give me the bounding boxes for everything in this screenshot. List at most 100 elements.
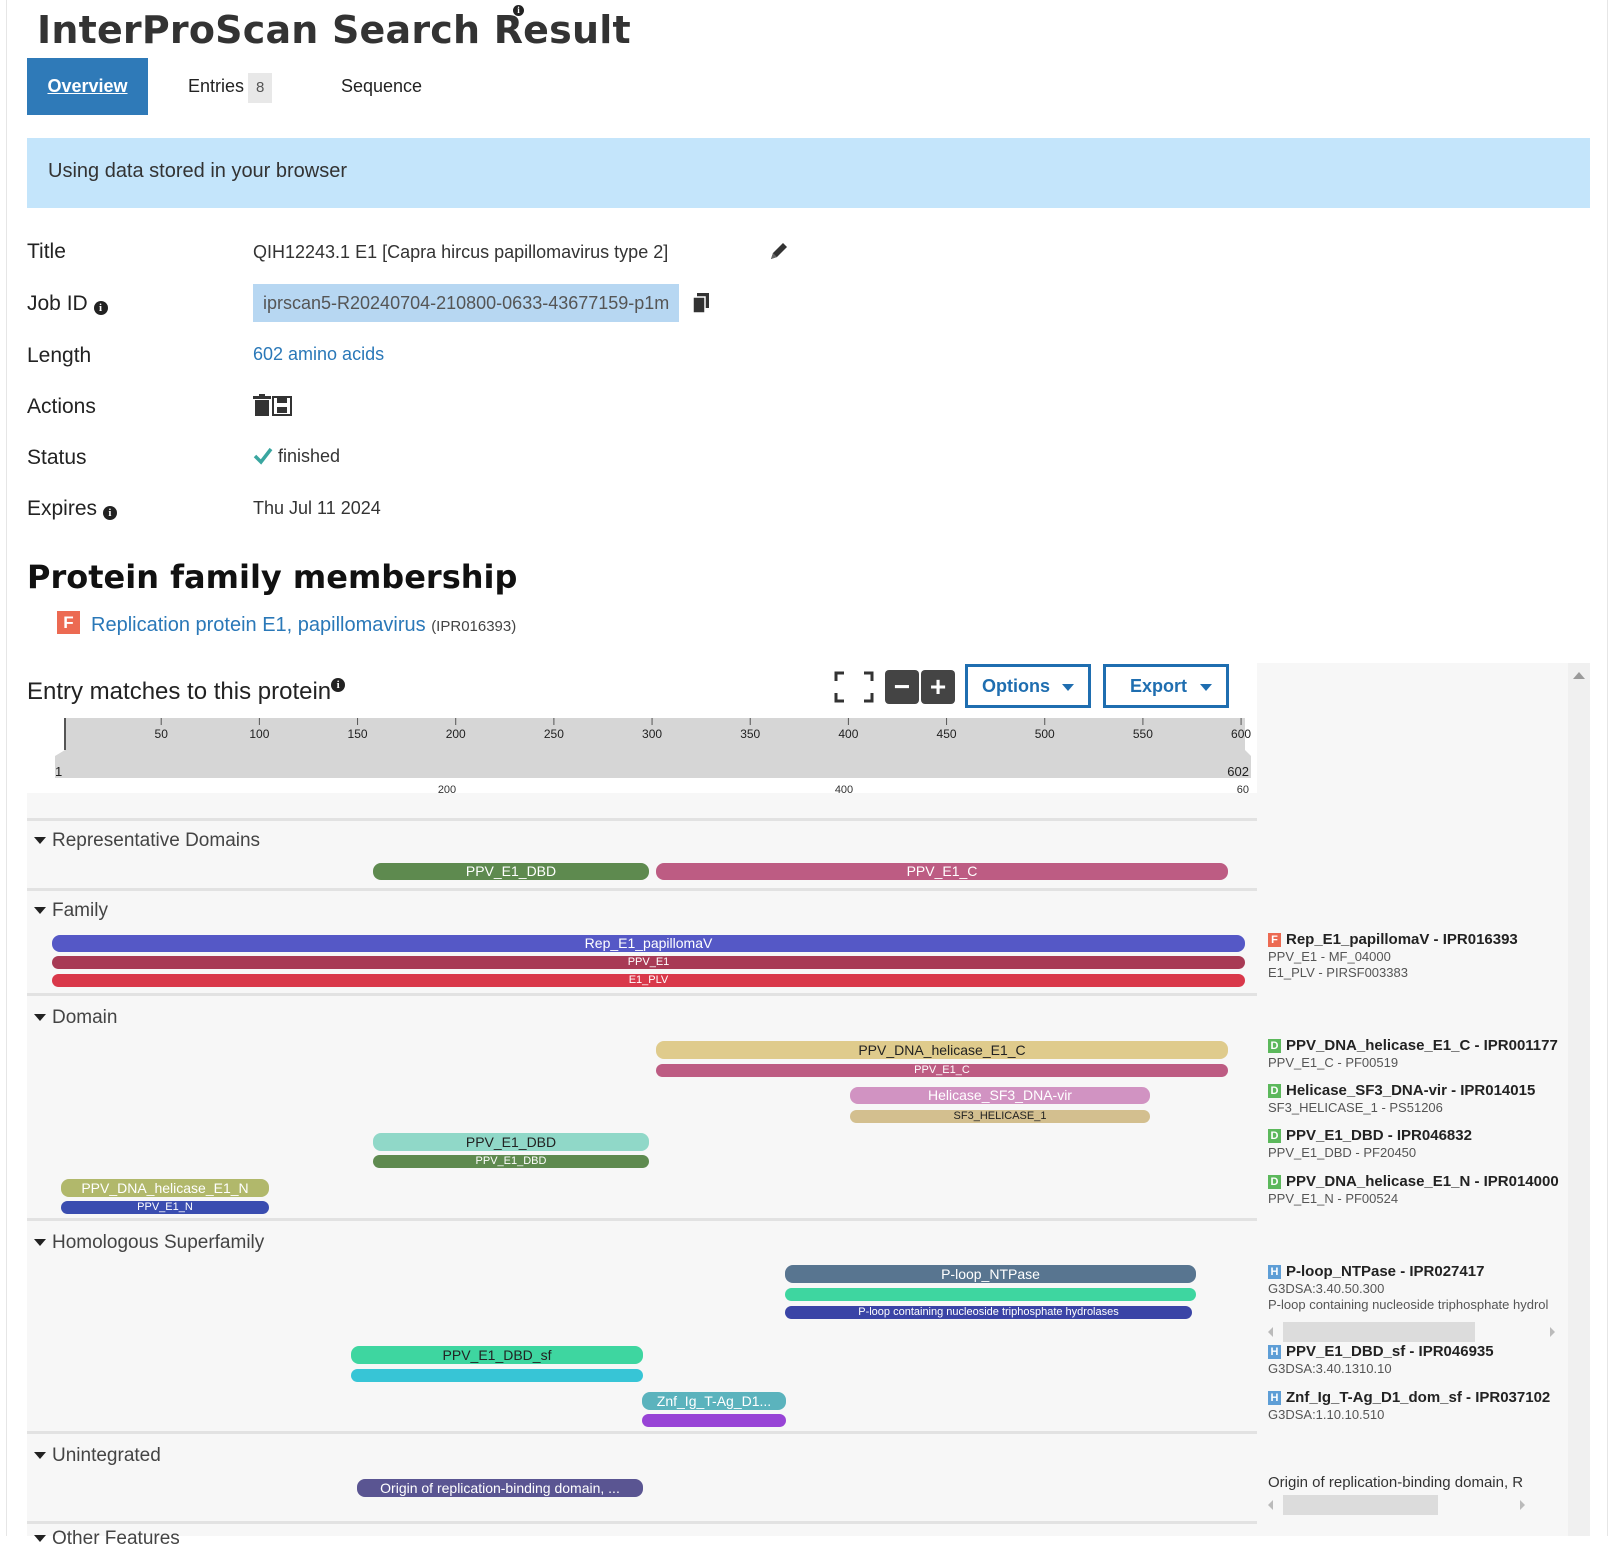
ruler-tick-label: 450 bbox=[937, 727, 957, 741]
zoom-out-button[interactable]: − bbox=[885, 670, 919, 704]
homologous-type-icon: H bbox=[1268, 1265, 1281, 1279]
ruler-tick-label: 400 bbox=[838, 727, 858, 741]
track-dom-ppv-e1-c[interactable]: PPV_E1_C bbox=[656, 1064, 1228, 1077]
legend-horizontal-scrollbar-2[interactable] bbox=[1283, 1495, 1438, 1515]
category-family-toggle[interactable]: Family bbox=[34, 900, 108, 922]
fullscreen-icon[interactable] bbox=[834, 671, 874, 708]
protein-viewer bbox=[27, 663, 1590, 1536]
track-fam-rep-e1[interactable]: Rep_E1_papillomaV bbox=[52, 935, 1245, 952]
ruler-tick-label: 350 bbox=[740, 727, 760, 741]
legend-domain-main: PPV_E1_DBD - IPR046832 bbox=[1286, 1127, 1472, 1144]
track-hom-znf-ig-g3dsa[interactable] bbox=[642, 1414, 786, 1427]
legend-homologous-2[interactable]: H PPV_E1_DBD_sf - IPR046935 G3DSA:3.40.13… bbox=[1268, 1343, 1494, 1376]
options-caret-icon bbox=[1062, 684, 1074, 691]
track-hom-znf-ig[interactable]: Znf_Ig_T-Ag_D1... bbox=[642, 1392, 786, 1410]
domain-type-icon: D bbox=[1268, 1129, 1281, 1143]
caret-down-icon bbox=[34, 1535, 46, 1543]
scroll-right-icon[interactable] bbox=[1520, 1500, 1525, 1510]
tab-overview[interactable]: Overview bbox=[27, 58, 148, 115]
track-hom-p-loop-sf[interactable]: P-loop containing nucleoside triphosphat… bbox=[785, 1306, 1192, 1319]
family-entry-name[interactable]: Replication protein E1, papillomavirus bbox=[91, 614, 426, 636]
track-rep-ppv-e1-c[interactable]: PPV_E1_C bbox=[656, 863, 1228, 880]
track-dom-helicase-e1-c[interactable]: PPV_DNA_helicase_E1_C bbox=[656, 1041, 1228, 1059]
legend-domain-4[interactable]: D PPV_DNA_helicase_E1_N - IPR014000 PPV_E… bbox=[1268, 1173, 1559, 1206]
category-family-label: Family bbox=[52, 900, 108, 921]
track-dom-helicase-sf3[interactable]: Helicase_SF3_DNA-vir bbox=[850, 1087, 1150, 1104]
category-domain-toggle[interactable]: Domain bbox=[34, 1007, 117, 1029]
caret-down-icon bbox=[34, 837, 46, 845]
expires-info-icon[interactable]: i bbox=[102, 506, 117, 520]
scroll-up-icon[interactable] bbox=[1573, 672, 1585, 679]
ruler-tick-label: 550 bbox=[1133, 727, 1153, 741]
options-dropdown[interactable]: Options bbox=[965, 664, 1091, 708]
track-hom-p-loop-g3dsa[interactable] bbox=[785, 1288, 1196, 1301]
category-representative-toggle[interactable]: Representative Domains bbox=[34, 830, 260, 852]
track-dom-ppv-e1-dbd[interactable]: PPV_E1_DBD bbox=[373, 1133, 649, 1151]
ruler-tick-label: 250 bbox=[544, 727, 564, 741]
delete-icon[interactable] bbox=[253, 394, 271, 421]
legend-horizontal-scrollbar[interactable] bbox=[1283, 1322, 1475, 1342]
scroll-left-icon[interactable] bbox=[1268, 1327, 1273, 1337]
caret-down-icon bbox=[34, 1239, 46, 1247]
track-dom-helicase-e1-n[interactable]: PPV_DNA_helicase_E1_N bbox=[61, 1179, 269, 1197]
track-dom-ppv-e1-n[interactable]: PPV_E1_N bbox=[61, 1201, 269, 1214]
length-value-link[interactable]: 602 amino acids bbox=[253, 344, 385, 364]
track-hom-p-loop[interactable]: P-loop_NTPase bbox=[785, 1265, 1196, 1283]
legend-homologous-main: P-loop_NTPase - IPR027417 bbox=[1286, 1263, 1485, 1280]
family-entry-link[interactable]: Replication protein E1, papillomavirus (… bbox=[91, 614, 516, 637]
legend-family[interactable]: F Rep_E1_papillomaV - IPR016393 PPV_E1 - … bbox=[1268, 931, 1518, 980]
edit-title-icon[interactable] bbox=[768, 240, 790, 267]
category-other-toggle[interactable]: Other Features bbox=[34, 1528, 180, 1550]
caret-down-icon bbox=[34, 1014, 46, 1022]
storage-banner: Using data stored in your browser bbox=[27, 138, 1590, 208]
category-unintegrated-toggle[interactable]: Unintegrated bbox=[34, 1445, 161, 1467]
jobid-value[interactable]: iprscan5-R20240704-210800-0633-43677159-… bbox=[253, 284, 680, 322]
entry-matches-heading: Entry matches to this protein i bbox=[27, 678, 346, 706]
legend-domain-sub: PPV_E1_C - PF00519 bbox=[1268, 1055, 1399, 1070]
sequence-ruler[interactable]: 50 100 150 200 250 300 350 400 450 500 550 600 1 60… bbox=[55, 718, 1251, 796]
title-label: Title bbox=[27, 240, 66, 263]
track-rep-ppv-e1-dbd[interactable]: PPV_E1_DBD bbox=[373, 863, 649, 880]
legend-homologous-3[interactable]: H Znf_Ig_T-Ag_D1_dom_sf - IPR037102 G3DSA… bbox=[1268, 1389, 1550, 1422]
legend-homologous-sub: G3DSA:3.40.50.300 bbox=[1268, 1281, 1385, 1296]
legend-domain-2[interactable]: D Helicase_SF3_DNA-vir - IPR014015 SF3_HE… bbox=[1268, 1082, 1535, 1115]
category-domain-label: Domain bbox=[52, 1007, 118, 1028]
track-hom-ppv-e1-dbd-g3dsa[interactable] bbox=[351, 1369, 643, 1382]
ruler-tick-label: 150 bbox=[348, 727, 368, 741]
ruler-tick-label: 600 bbox=[1231, 727, 1251, 741]
legend-unintegrated[interactable]: Origin of replication-binding domain, R bbox=[1268, 1474, 1546, 1491]
legend-family-main: Rep_E1_papillomaV - IPR016393 bbox=[1286, 931, 1518, 948]
jobid-label: Job ID i bbox=[27, 292, 108, 316]
track-fam-e1-plv[interactable]: E1_PLV bbox=[52, 974, 1245, 987]
zoom-in-button[interactable]: + bbox=[921, 670, 955, 704]
track-unintegrated-origin[interactable]: Origin of replication-binding domain, ..… bbox=[357, 1479, 643, 1497]
jobid-info-icon[interactable]: i bbox=[93, 301, 108, 315]
title-value: QIH12243.1 E1 [Capra hircus papillomavir… bbox=[253, 242, 669, 262]
ruler-lower-tick: 60 bbox=[1237, 784, 1249, 796]
legend-domain-main: Helicase_SF3_DNA-vir - IPR014015 bbox=[1286, 1082, 1536, 1099]
domain-type-icon: D bbox=[1268, 1039, 1281, 1053]
legend-domain-1[interactable]: D PPV_DNA_helicase_E1_C - IPR001177 PPV_E… bbox=[1268, 1037, 1558, 1070]
legend-homologous-1[interactable]: H P-loop_NTPase - IPR027417 G3DSA:3.40.50… bbox=[1268, 1263, 1560, 1312]
caret-down-icon bbox=[34, 1452, 46, 1460]
scroll-right-icon[interactable] bbox=[1550, 1327, 1555, 1337]
copy-icon[interactable] bbox=[692, 292, 710, 319]
tab-sequence[interactable]: Sequence bbox=[341, 76, 423, 96]
category-homologous-toggle[interactable]: Homologous Superfamily bbox=[34, 1232, 264, 1254]
entry-matches-info-icon[interactable]: i bbox=[331, 678, 346, 692]
legend-domain-3[interactable]: D PPV_E1_DBD - IPR046832 PPV_E1_DBD - PF2… bbox=[1268, 1127, 1472, 1160]
track-fam-ppv-e1[interactable]: PPV_E1 bbox=[52, 956, 1245, 969]
track-hom-ppv-e1-dbd-sf[interactable]: PPV_E1_DBD_sf bbox=[351, 1346, 643, 1364]
track-dom-sf3-helicase[interactable]: SF3_HELICASE_1 bbox=[850, 1110, 1150, 1123]
tab-entries[interactable]: Entries 8 bbox=[188, 58, 273, 115]
vertical-scrollbar[interactable] bbox=[1568, 663, 1590, 1536]
minus-icon: − bbox=[893, 671, 911, 702]
track-dom-ppv-e1-dbd-pf[interactable]: PPV_E1_DBD bbox=[373, 1155, 649, 1168]
scroll-left-icon[interactable] bbox=[1268, 1500, 1273, 1510]
category-other bbox=[27, 1521, 1257, 1539]
status-label: Status bbox=[27, 446, 87, 469]
export-dropdown[interactable]: Export bbox=[1103, 664, 1229, 708]
save-icon[interactable] bbox=[272, 396, 292, 421]
ruler-start: 1 bbox=[55, 764, 62, 779]
title-info-icon[interactable]: i bbox=[513, 5, 524, 16]
